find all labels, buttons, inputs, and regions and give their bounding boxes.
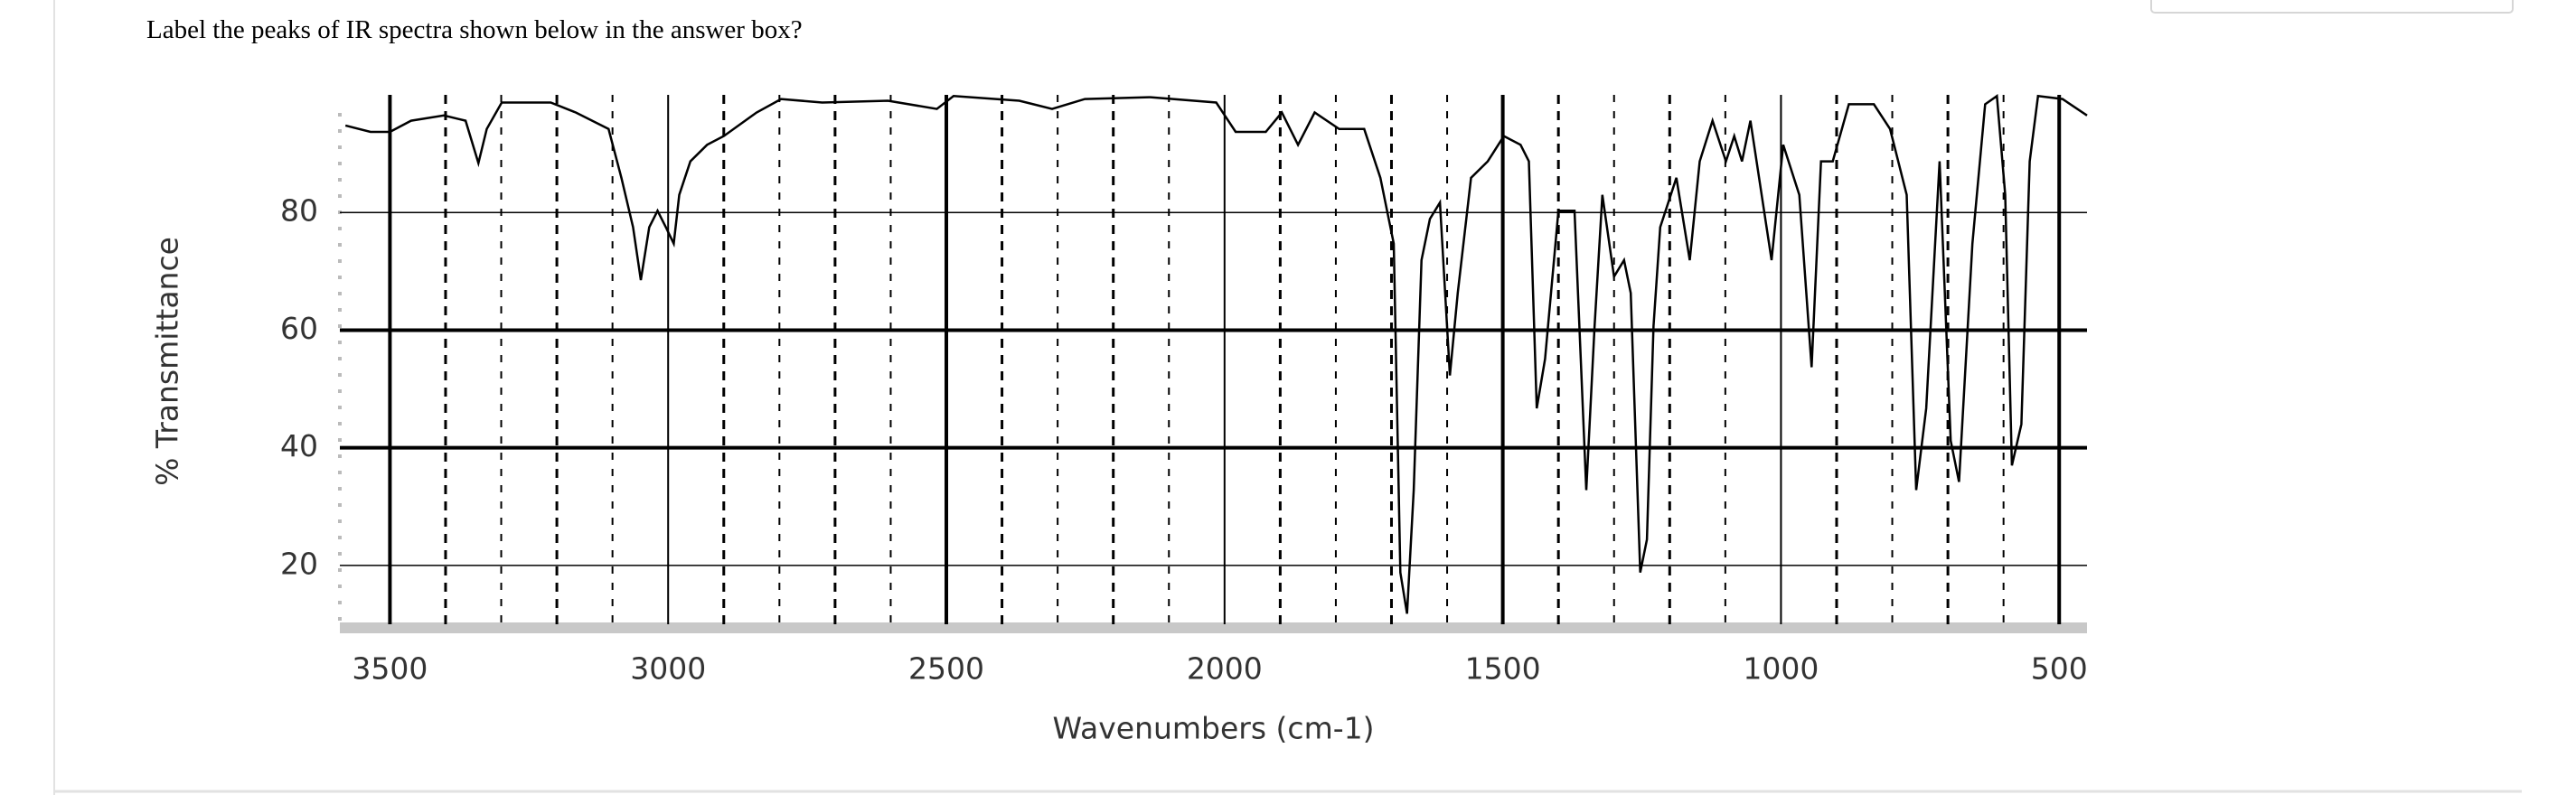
question: Label the peaks of IR spectra shown belo… bbox=[146, 15, 803, 44]
x-tick-label: 1000 bbox=[1743, 651, 1819, 687]
x-tick-label: 2500 bbox=[908, 651, 984, 687]
ir-chart: 3500 3000 2500 2000 1500 1000 500 20 40 60 80 Waven… bbox=[150, 94, 2088, 746]
y-tick-label: 60 bbox=[280, 311, 318, 346]
x-axis-label: Wavenumbers (cm-1) bbox=[1053, 711, 1375, 746]
x-tick-label: 2000 bbox=[1187, 651, 1263, 687]
spectrum-line bbox=[344, 94, 2088, 614]
x-tick-label: 500 bbox=[2031, 651, 2088, 687]
x-tick-label: 3000 bbox=[630, 651, 706, 687]
y-tick-label: 80 bbox=[280, 193, 318, 229]
plot-base bbox=[340, 622, 2087, 633]
y-axis-label: % Transmittance bbox=[150, 237, 185, 486]
answer-box[interactable] bbox=[2150, 0, 2514, 14]
y-tick-label: 20 bbox=[280, 546, 318, 581]
x-tick-label: 3500 bbox=[352, 651, 428, 687]
y-tick-label: 40 bbox=[280, 428, 318, 463]
x-tick-label: 1500 bbox=[1465, 651, 1541, 687]
